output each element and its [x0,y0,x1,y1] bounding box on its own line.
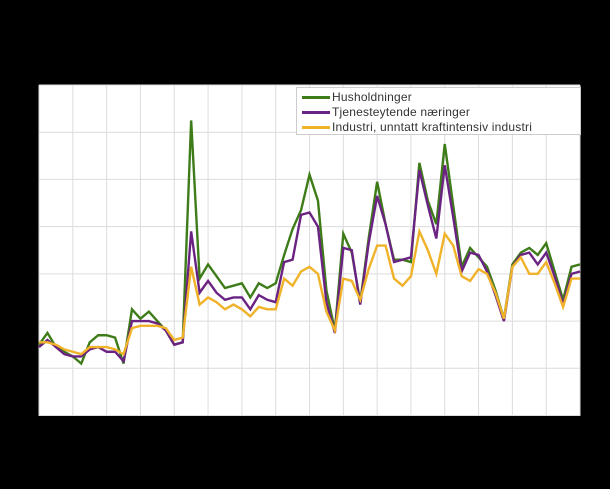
legend-label: Industri, unntatt kraftintensiv industri [332,120,533,134]
legend: Husholdninger Tjenesteytende næringer In… [296,87,581,135]
series-line-husholdninger [38,120,581,366]
series-line-industri [39,227,580,356]
legend-line-swatch-green [302,96,330,99]
legend-label: Husholdninger [332,90,412,104]
legend-line-swatch-purple [302,111,330,114]
legend-item-husholdninger: Husholdninger [302,90,580,105]
series-lines [38,120,581,366]
legend-line-swatch-orange [302,126,330,129]
legend-item-industri: Industri, unntatt kraftintensiv industri [302,120,580,135]
legend-label: Tjenesteytende næringer [332,105,471,119]
legend-item-tjenesteytende: Tjenesteytende næringer [302,105,580,120]
